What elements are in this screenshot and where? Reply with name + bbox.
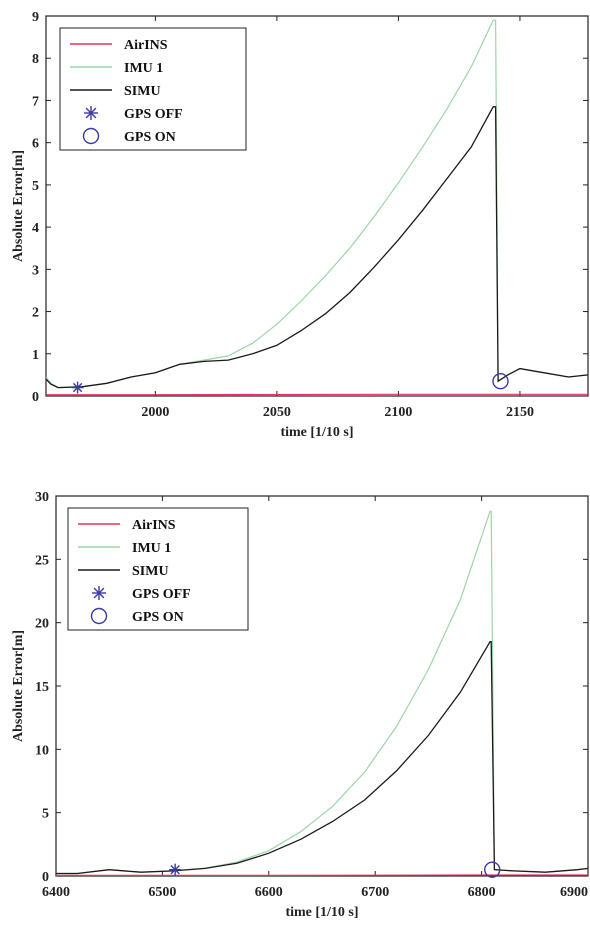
chart-panel-2: 0 5 10 15 20 25 30 6400 6500 6600 6700 6800 6900 time… <box>11 490 589 920</box>
legend: AirINS IMU 1 SIMU GPS OFF GPS ON <box>59 27 247 151</box>
x-tick-label: 6700 <box>361 885 389 900</box>
legend-label: SIMU <box>124 84 161 99</box>
legend-label: IMU 1 <box>132 541 171 556</box>
y-tick-label: 5 <box>32 179 39 194</box>
legend-label: AirINS <box>124 38 168 53</box>
y-tick-label: 9 <box>32 10 39 25</box>
legend-label: SIMU <box>132 564 169 579</box>
legend-label: GPS OFF <box>132 587 191 602</box>
x-axis-label: time [1/10 s] <box>280 425 353 440</box>
series-line-simu <box>46 106 588 389</box>
y-tick-label: 0 <box>42 870 49 885</box>
marker-gps-on <box>492 373 509 390</box>
legend-circle-icon <box>82 127 100 145</box>
x-tick-label: 6800 <box>468 885 496 900</box>
plot-frame <box>45 15 589 397</box>
marker-gps-off <box>169 863 182 876</box>
y-axis-label: Absolute Error[m] <box>11 630 26 742</box>
x-tick-label: 2150 <box>506 405 534 420</box>
y-tick-label: 7 <box>32 94 39 109</box>
chart-panel-1: 0 1 2 3 4 5 6 7 8 9 2000 2050 2100 2150 time [1/10 s] A… <box>11 10 589 440</box>
legend-box <box>59 27 247 151</box>
x-tick-label: 6900 <box>560 885 588 900</box>
legend: AirINS IMU 1 SIMU GPS OFF GPS ON <box>67 507 249 631</box>
series-line-simu <box>56 641 588 875</box>
marker-gps-on <box>484 861 501 878</box>
y-tick-label: 15 <box>35 680 49 695</box>
y-tick-label: 2 <box>32 306 39 321</box>
x-tick-label: 2000 <box>141 405 169 420</box>
legend-asterisk-icon <box>84 106 98 120</box>
plot-area <box>46 19 588 396</box>
y-tick-label: 4 <box>32 221 39 236</box>
y-tick-label: 1 <box>32 348 39 363</box>
y-tick-label: 5 <box>42 807 49 822</box>
y-tick-label: 30 <box>35 490 49 505</box>
x-tick-label: 6500 <box>148 885 176 900</box>
y-tick-label: 20 <box>35 617 49 632</box>
legend-box <box>67 507 249 631</box>
asterisk-stroke <box>170 864 180 875</box>
y-tick-label: 10 <box>35 743 49 758</box>
y-axis-label: Absolute Error[m] <box>11 150 26 262</box>
asterisk-stroke <box>93 587 105 599</box>
x-tick-label: 2050 <box>263 405 291 420</box>
asterisk-stroke <box>85 107 97 119</box>
legend-label: GPS ON <box>124 130 176 145</box>
y-tick-label: 8 <box>32 52 39 67</box>
legend-asterisk-icon <box>92 586 106 600</box>
y-tick-label: 25 <box>35 553 49 568</box>
legend-label: GPS ON <box>132 610 184 625</box>
y-tick-label: 3 <box>32 263 39 278</box>
legend-label: IMU 1 <box>124 61 163 76</box>
x-tick-label: 2100 <box>384 405 412 420</box>
y-tick-label: 0 <box>32 390 39 405</box>
x-tick-label: 6400 <box>42 885 70 900</box>
x-tick-label: 6600 <box>255 885 283 900</box>
plot-area <box>56 510 588 876</box>
asterisk-stroke <box>72 382 83 393</box>
legend-circle-icon <box>90 607 108 625</box>
x-axis-label: time [1/10 s] <box>285 905 358 920</box>
marker-gps-off <box>71 381 84 394</box>
legend-label: AirINS <box>132 518 176 533</box>
legend-label: GPS OFF <box>124 107 183 122</box>
y-tick-label: 6 <box>32 137 39 152</box>
